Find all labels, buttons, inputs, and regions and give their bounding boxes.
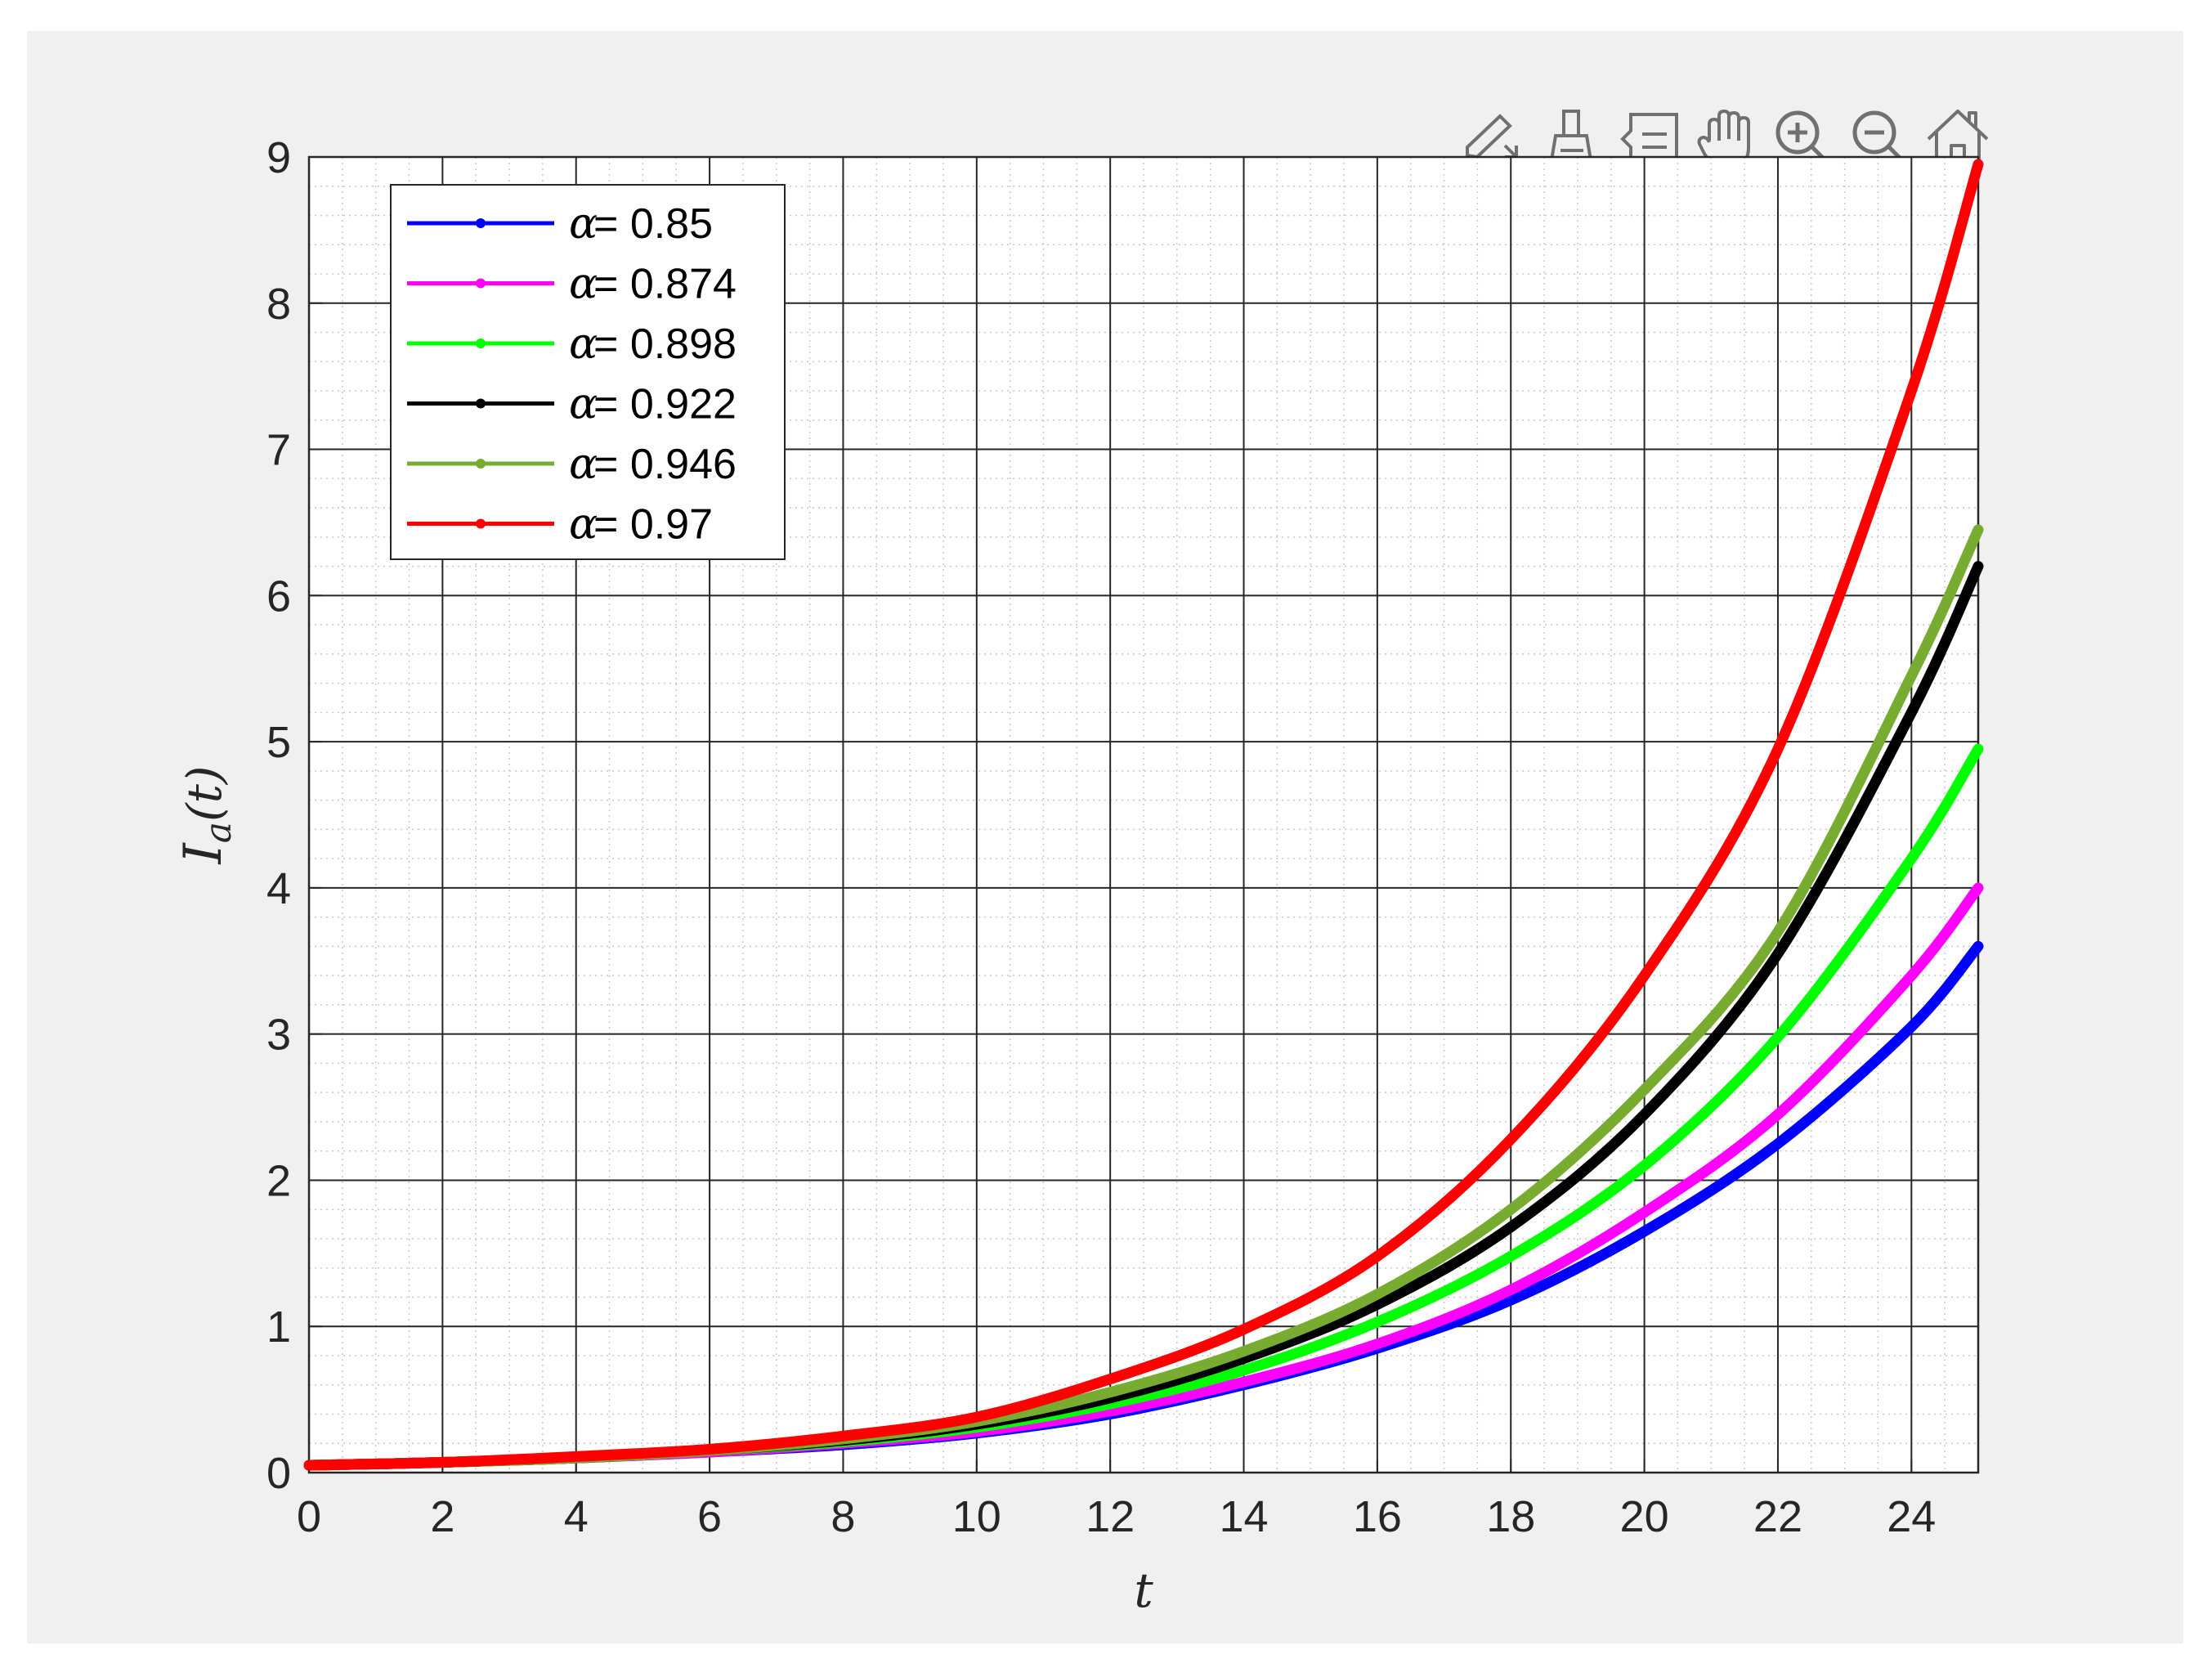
y-tick-label: 9 xyxy=(266,133,291,182)
y-tick-label: 6 xyxy=(266,572,291,621)
pan-icon[interactable] xyxy=(1693,105,1762,173)
x-tick-label: 0 xyxy=(297,1492,321,1541)
legend-marker xyxy=(476,278,486,289)
x-tick-label: 6 xyxy=(697,1492,722,1541)
legend-marker xyxy=(476,339,486,348)
y-tick-label: 0 xyxy=(266,1449,291,1498)
legend-entry-label: = 0.922 xyxy=(593,381,737,428)
x-tick-label: 16 xyxy=(1353,1492,1402,1541)
x-tick-label: 10 xyxy=(952,1492,1001,1541)
legend-alpha-symbol: α xyxy=(569,260,598,309)
y-tick-label: 2 xyxy=(266,1156,291,1205)
legend-entry-label: = 0.874 xyxy=(593,261,737,308)
x-tick-label: 2 xyxy=(430,1492,454,1541)
y-tick-label: 7 xyxy=(266,426,291,475)
x-tick-label: 14 xyxy=(1219,1492,1268,1541)
legend-alpha-symbol: α xyxy=(569,380,598,429)
legend-alpha-symbol: α xyxy=(569,440,598,489)
legend-entry-label: = 0.97 xyxy=(593,501,713,549)
y-tick-label: 5 xyxy=(266,718,291,767)
x-tick-label: 20 xyxy=(1620,1492,1669,1541)
legend-marker xyxy=(476,518,486,529)
x-axis-label: t xyxy=(1134,1563,1153,1618)
y-tick-label: 1 xyxy=(266,1303,291,1352)
legend-entry-label: = 0.85 xyxy=(593,200,713,248)
series-line-0.97 xyxy=(303,159,1984,1471)
x-tick-label: 12 xyxy=(1086,1492,1135,1541)
axes-box xyxy=(307,155,1980,1474)
legend-marker xyxy=(476,398,486,409)
legend-alpha-symbol: α xyxy=(569,500,598,549)
axes-toolbar xyxy=(1456,105,2012,186)
legend-alpha-symbol: α xyxy=(569,200,598,249)
y-tick-label: 8 xyxy=(266,280,291,329)
legend-entry-label: = 0.898 xyxy=(593,321,737,368)
x-tick-label: 4 xyxy=(564,1492,589,1541)
x-tick-label: 18 xyxy=(1486,1492,1535,1541)
y-tick-label: 3 xyxy=(266,1011,291,1060)
legend-marker xyxy=(476,459,486,469)
x-tick-label: 24 xyxy=(1887,1492,1936,1541)
legend-marker xyxy=(476,218,486,228)
x-tick-label: 8 xyxy=(831,1492,855,1541)
y-axis-label: Ia(t) xyxy=(173,765,240,864)
legend-entry-label: = 0.946 xyxy=(593,441,737,488)
y-tick-label: 4 xyxy=(266,864,291,913)
legend-alpha-symbol: α xyxy=(569,320,598,369)
legend-box xyxy=(390,184,786,560)
x-tick-label: 22 xyxy=(1753,1492,1802,1541)
